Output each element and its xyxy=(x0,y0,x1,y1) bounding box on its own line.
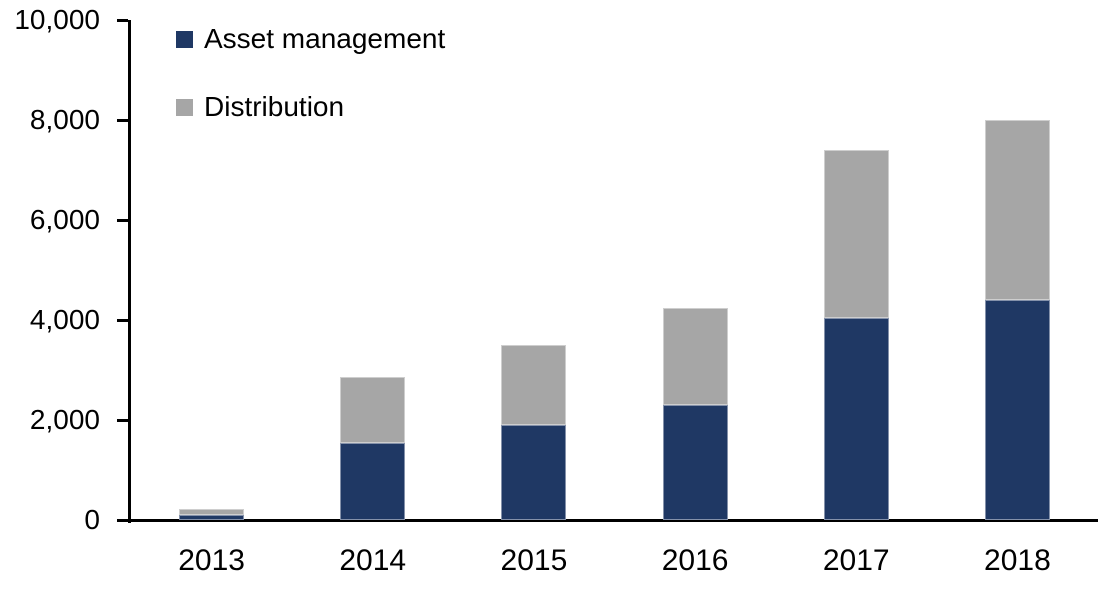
legend-item-distribution: Distribution xyxy=(176,90,445,124)
bar-segment-asset-management-2014 xyxy=(340,442,406,520)
bar-segment-distribution-2017 xyxy=(823,150,889,318)
y-axis-tick xyxy=(117,319,128,322)
bar-segment-asset-management-2013 xyxy=(179,515,245,520)
bar-segment-distribution-2014 xyxy=(340,376,406,443)
legend-label-asset-management: Asset management xyxy=(204,23,446,54)
bar-segment-distribution-2016 xyxy=(662,307,728,405)
legend-item-asset-management: Asset management xyxy=(176,22,445,56)
x-axis-label-2016: 2016 xyxy=(661,544,729,577)
y-axis-tick xyxy=(117,19,128,22)
legend: Asset management Distribution xyxy=(176,22,445,158)
x-axis-label-2017: 2017 xyxy=(822,544,890,577)
bar-segment-asset-management-2018 xyxy=(984,300,1050,520)
y-axis-tick xyxy=(117,519,128,522)
y-axis-tick xyxy=(117,419,128,422)
bar-segment-distribution-2015 xyxy=(501,345,567,425)
x-axis-label-2014: 2014 xyxy=(339,544,407,577)
y-axis-label: 4,000 xyxy=(29,304,100,335)
y-axis-tick xyxy=(117,219,128,222)
y-axis-tick xyxy=(117,119,128,122)
bar-segment-asset-management-2017 xyxy=(823,317,889,520)
y-axis-label: 2,000 xyxy=(29,404,100,435)
legend-swatch-distribution-icon xyxy=(176,98,193,116)
y-axis-label: 0 xyxy=(84,504,100,535)
x-axis-label-2013: 2013 xyxy=(178,544,245,577)
bar-segment-distribution-2018 xyxy=(984,120,1050,300)
y-axis-label: 8,000 xyxy=(29,104,100,135)
y-axis-label: 10,000 xyxy=(14,4,100,35)
y-axis-label: 6,000 xyxy=(29,204,100,235)
x-axis-line xyxy=(128,519,1098,522)
bar-segment-distribution-2013 xyxy=(179,509,245,515)
bar-segment-asset-management-2015 xyxy=(501,425,567,520)
x-axis-label-2015: 2015 xyxy=(500,544,568,577)
x-axis-label-2018: 2018 xyxy=(984,544,1051,577)
bar-segment-asset-management-2016 xyxy=(662,405,728,520)
y-axis-line xyxy=(128,20,131,523)
legend-label-distribution: Distribution xyxy=(204,91,345,122)
legend-swatch-asset-management-icon xyxy=(176,30,193,48)
